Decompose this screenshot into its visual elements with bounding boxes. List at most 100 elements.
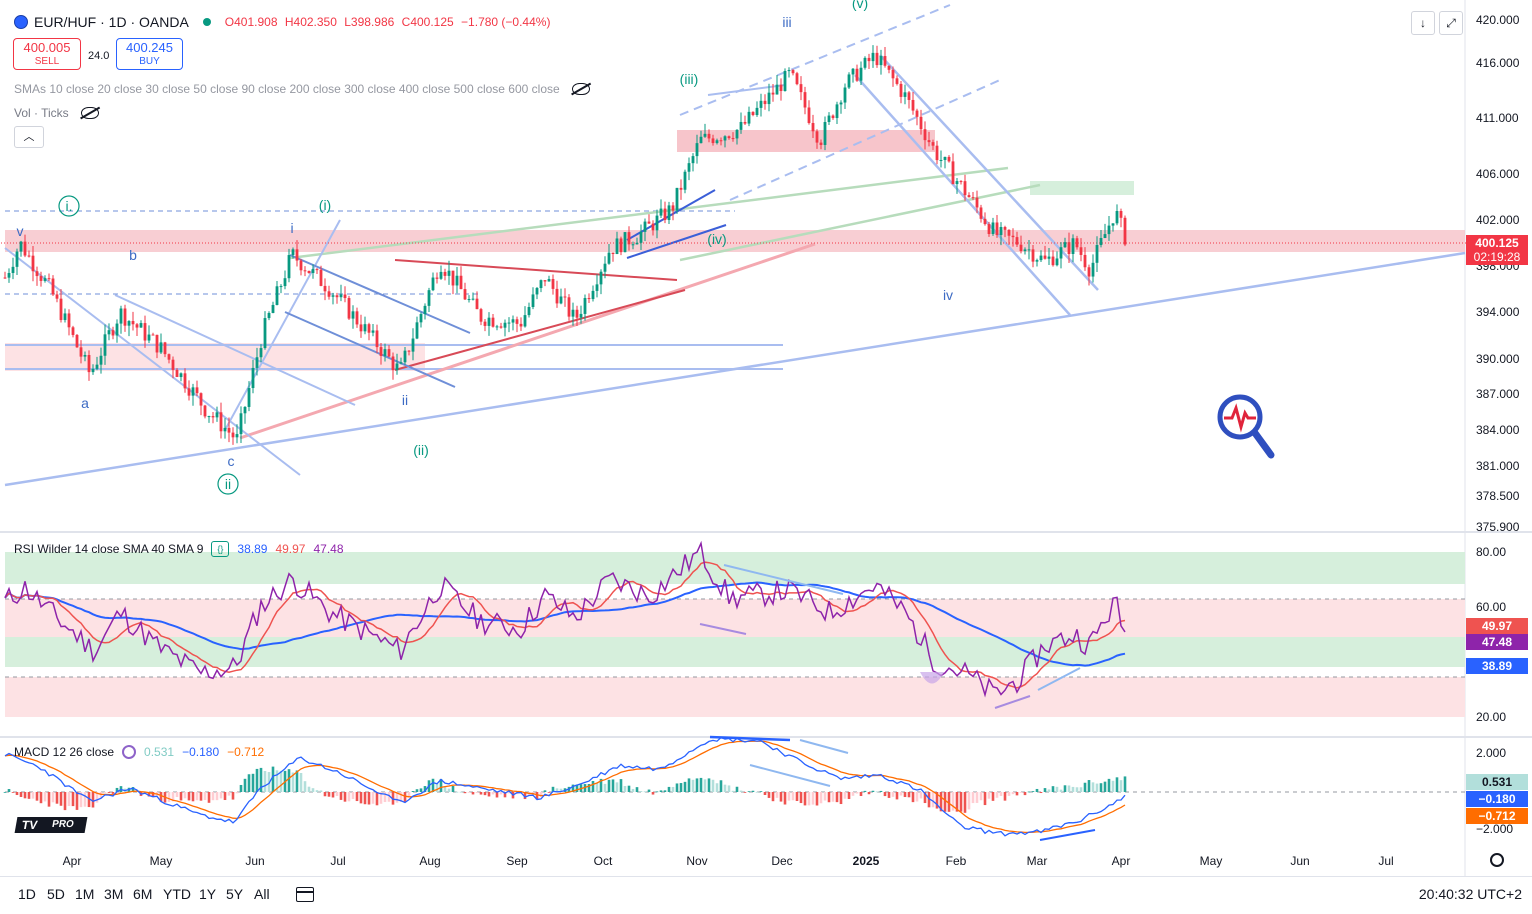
macd-hist-bar xyxy=(475,792,479,794)
red-triangle-top[interactable] xyxy=(394,259,678,281)
candle-body xyxy=(1043,255,1047,259)
rsi-sma40-line[interactable] xyxy=(4,581,1126,667)
candle-body xyxy=(1039,255,1043,261)
support-zone-left[interactable] xyxy=(5,343,425,371)
candle-body xyxy=(723,136,727,141)
range-5y-button[interactable]: 5Y xyxy=(226,886,244,902)
hidden-eye-icon[interactable] xyxy=(80,107,99,119)
candle-body xyxy=(219,412,223,432)
macd-hist-bar xyxy=(755,791,759,793)
time-axis[interactable]: Apr May Jun Jul Aug Sep Oct Nov Dec 2025 Feb Mar Apr… xyxy=(63,854,1394,868)
flag-top[interactable] xyxy=(289,254,471,334)
top-channel-line[interactable] xyxy=(707,84,786,96)
impulse-line[interactable] xyxy=(224,219,341,431)
channel-line-2[interactable] xyxy=(114,294,356,406)
macd-div-line-2[interactable] xyxy=(749,764,831,787)
candle-body xyxy=(115,323,119,336)
candle-body xyxy=(1003,227,1007,230)
red-trendline[interactable] xyxy=(394,289,686,371)
rsi-tag-sma9: 49.97 xyxy=(1466,618,1528,634)
macd-legend-text[interactable]: MACD 12 26 close xyxy=(14,745,115,759)
candle-body xyxy=(1079,247,1083,255)
macd-line[interactable] xyxy=(4,736,1126,837)
macd-histogram[interactable] xyxy=(3,766,1127,813)
sma-legend[interactable]: SMAs 10 close 20 close 30 close 50 close… xyxy=(14,82,590,96)
rsi-bull-div[interactable] xyxy=(994,695,1031,709)
range-6m-button[interactable]: 6M xyxy=(133,886,153,902)
price-axis[interactable]: 420.000416.000411.000406.000402.000398.0… xyxy=(1476,13,1520,534)
symbol-legend[interactable]: EUR/HUF · 1D · OANDA O401.908 H402.350 L… xyxy=(14,14,554,30)
range-all-button[interactable]: All xyxy=(254,886,270,902)
refresh-icon[interactable] xyxy=(122,745,137,759)
resistance-zone[interactable] xyxy=(5,230,1465,252)
flag-bottom[interactable] xyxy=(284,311,456,388)
rsi-legend[interactable]: RSI Wilder 14 close SMA 40 SMA 9 {} 38.8… xyxy=(14,541,344,557)
candle-body xyxy=(503,322,507,328)
wedge-bottom[interactable] xyxy=(626,224,727,259)
volume-legend[interactable]: Vol · Ticks xyxy=(14,106,99,120)
rsi-legend-text[interactable]: RSI Wilder 14 close SMA 40 SMA 9 xyxy=(14,542,204,556)
lower-dashed-channel[interactable] xyxy=(729,79,1001,201)
macd-hist-bar xyxy=(695,778,699,792)
wedge-top[interactable] xyxy=(626,189,716,241)
range-ytd-button[interactable]: YTD xyxy=(163,886,191,902)
symbol-title[interactable]: EUR/HUF · 1D · OANDA xyxy=(34,14,189,30)
range-5d-button[interactable]: 5D xyxy=(47,886,65,902)
range-3m-button[interactable]: 3M xyxy=(104,886,124,902)
rsi-trend-up[interactable] xyxy=(1037,667,1081,691)
rsi-axis[interactable]: 80.00 60.00 20.00 xyxy=(1476,545,1506,724)
sell-button[interactable]: 400.005 SELL xyxy=(13,38,81,70)
candle-body xyxy=(691,156,695,164)
tradingview-logo[interactable]: PRO xyxy=(14,817,88,833)
range-1d-button[interactable]: 1D xyxy=(18,886,36,902)
macd-signal-line[interactable] xyxy=(4,740,1126,834)
rsi-divergence-low[interactable] xyxy=(699,623,747,635)
pink-trendline[interactable] xyxy=(239,242,816,440)
macd-hist-bar xyxy=(391,792,395,805)
volume-legend-text[interactable]: Vol · Ticks xyxy=(14,106,69,120)
spread-value: 24.0 xyxy=(88,50,110,62)
macd-legend[interactable]: MACD 12 26 close 0.531 −0.180 −0.712 xyxy=(14,745,264,759)
macd-axis[interactable]: 2.000 −2.000 xyxy=(1476,746,1513,836)
clock-display[interactable]: 20:40:32 UTC+2 xyxy=(1418,886,1522,902)
macd-hist-bar xyxy=(687,778,691,792)
candle-body xyxy=(963,181,967,196)
candlestick-series[interactable] xyxy=(3,45,1127,445)
macd-hist-bar xyxy=(775,792,779,798)
macd-top-line[interactable] xyxy=(709,735,791,742)
fullscreen-button[interactable]: ⤢ xyxy=(1439,11,1463,35)
rsi-mid-green-zone xyxy=(5,637,1465,667)
downtrend-top[interactable] xyxy=(879,54,1099,291)
macd-div-line-1[interactable] xyxy=(799,739,849,754)
calendar-icon[interactable] xyxy=(296,887,314,902)
long-trendline[interactable] xyxy=(4,251,1466,487)
green-trendline-2[interactable] xyxy=(679,183,1041,262)
braces-icon[interactable]: {} xyxy=(211,541,230,557)
rsi-divergence-line[interactable] xyxy=(723,564,844,595)
hidden-eye-icon[interactable] xyxy=(571,83,590,95)
range-1m-button[interactable]: 1M xyxy=(75,886,95,902)
candle-body xyxy=(1027,249,1031,251)
collapse-legend-button[interactable]: ︿ xyxy=(14,126,44,148)
gear-icon[interactable] xyxy=(1490,853,1504,867)
candle-body xyxy=(155,334,159,353)
candle-body xyxy=(687,163,691,172)
candle-body xyxy=(819,142,823,145)
range-1y-button[interactable]: 1Y xyxy=(199,886,217,902)
buy-button[interactable]: 400.245 BUY xyxy=(116,38,183,70)
macd-hist-bar xyxy=(191,792,195,802)
macd-bull-line[interactable] xyxy=(1039,829,1096,841)
sma-legend-text[interactable]: SMAs 10 close 20 close 30 close 50 close… xyxy=(14,82,560,96)
candle-body xyxy=(427,290,431,306)
downtrend-bottom[interactable] xyxy=(854,74,1071,316)
upper-dashed-channel[interactable] xyxy=(679,4,951,116)
top-zone[interactable] xyxy=(677,130,935,152)
download-icon: ↓ xyxy=(1420,16,1426,30)
green-target-zone[interactable] xyxy=(1030,181,1134,195)
macd-hist-bar xyxy=(115,787,119,792)
candle-body xyxy=(791,70,795,74)
download-button[interactable]: ↓ xyxy=(1411,11,1435,35)
candle-body xyxy=(519,323,523,327)
candle-body xyxy=(951,161,955,185)
